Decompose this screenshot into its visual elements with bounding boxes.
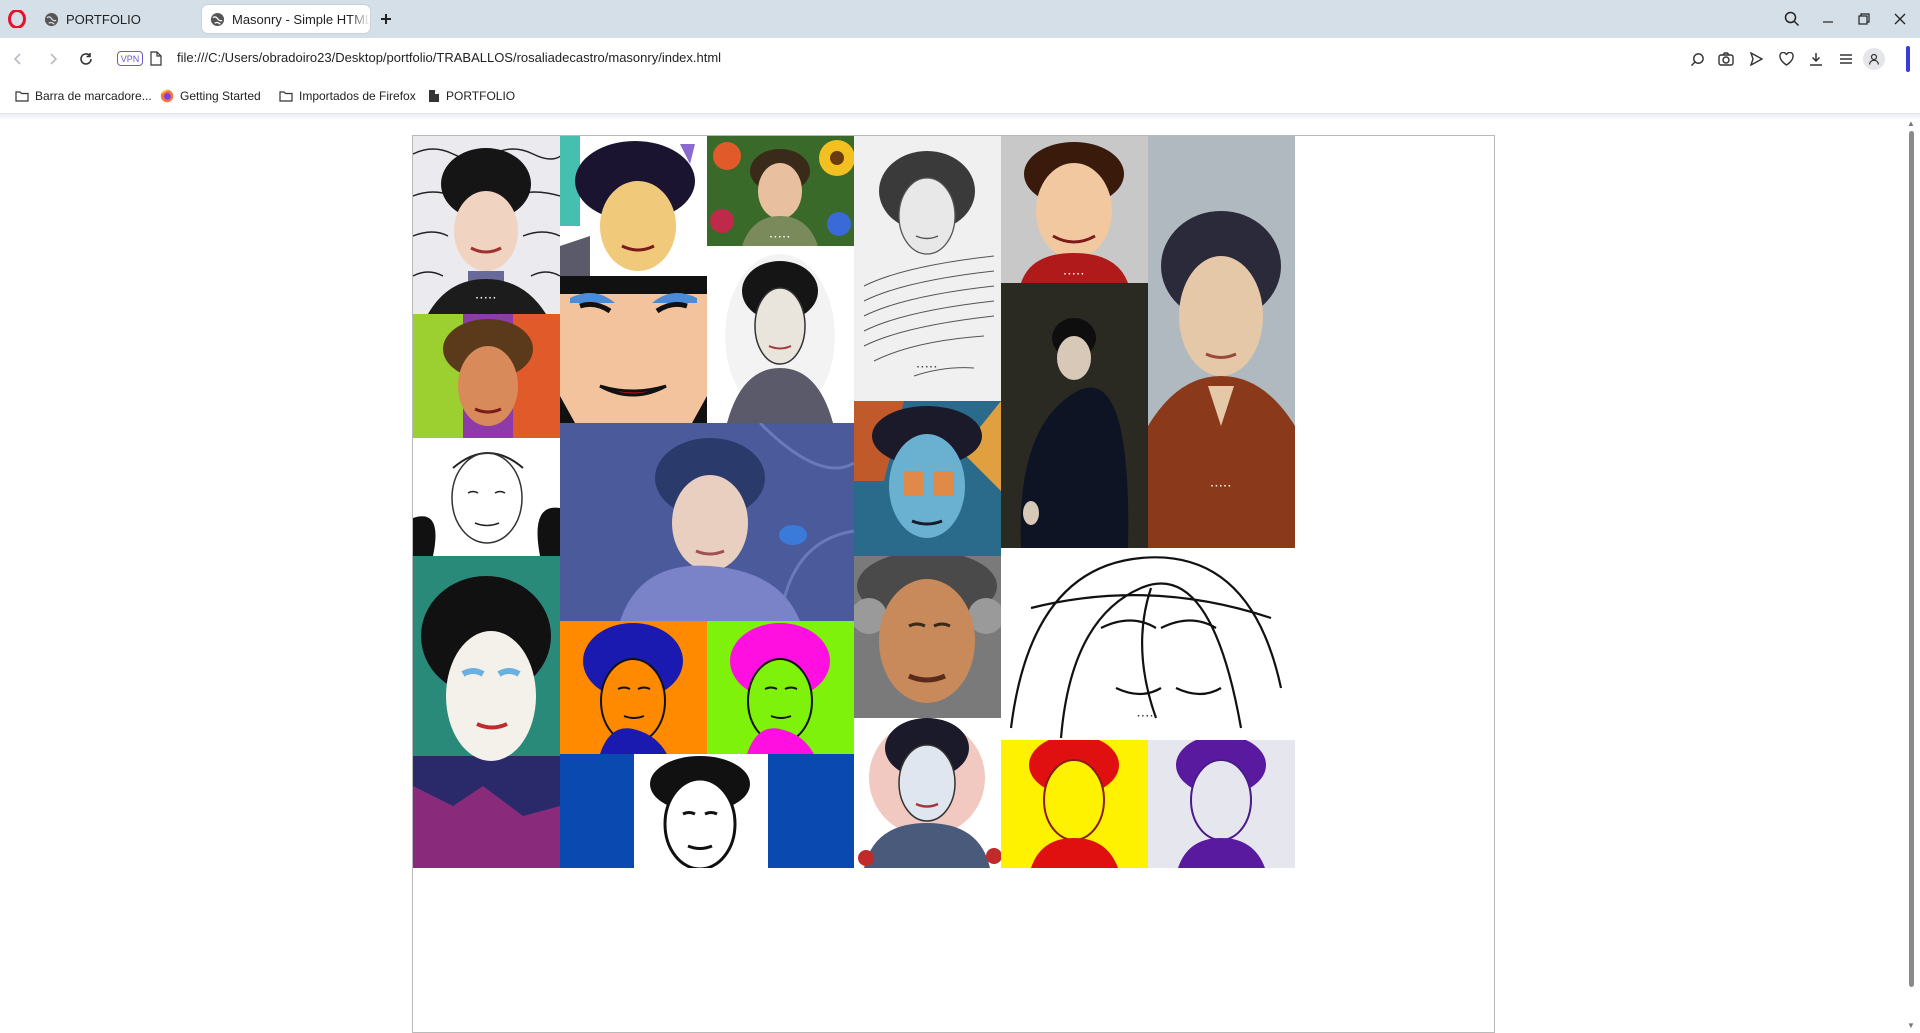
tab-masonry[interactable]: Masonry - Simple HTML Template xyxy=(202,5,370,33)
minimize-button[interactable] xyxy=(1816,8,1840,30)
easy-setup-button[interactable] xyxy=(1834,47,1858,71)
overlay-marker: ····· xyxy=(1210,481,1233,492)
overlay-marker: ····· xyxy=(475,293,498,304)
bookmark-getting-started[interactable]: Getting Started xyxy=(160,89,261,103)
portrait-grey-curls-painting[interactable] xyxy=(854,556,1001,718)
url-field[interactable]: file:///C:/Users/obradoiro23/Desktop/por… xyxy=(177,50,722,65)
bookmark-label: Getting Started xyxy=(180,89,261,103)
tab-label: Masonry - Simple HTML Template xyxy=(232,11,370,27)
portrait-pop-green-magenta[interactable] xyxy=(707,621,854,754)
close-icon xyxy=(1894,13,1906,25)
search-icon xyxy=(1690,52,1704,66)
bookmark-label: Barra de marcadore... xyxy=(35,89,152,103)
reload-icon xyxy=(80,53,92,65)
portrait-blue-with-bird[interactable] xyxy=(560,423,854,621)
tab-portfolio[interactable]: PORTFOLIO xyxy=(36,5,196,33)
scrollbar-thumb[interactable] xyxy=(1909,131,1914,987)
portrait-ink-bust-oval[interactable] xyxy=(707,246,854,423)
portrait-stencil-blue-stripes[interactable] xyxy=(560,754,854,868)
overlay-marker: ····· xyxy=(1137,711,1159,722)
vpn-badge[interactable]: VPN xyxy=(117,51,143,66)
arrow-left-icon xyxy=(13,53,21,65)
camera-icon xyxy=(1718,52,1734,66)
search-icon xyxy=(1784,11,1800,27)
portrait-pencil-quote[interactable]: ····· xyxy=(854,136,1001,401)
restore-button[interactable] xyxy=(1852,8,1876,30)
downloads-button[interactable] xyxy=(1804,47,1828,71)
bookmark-portfolio[interactable]: PORTFOLIO xyxy=(428,89,515,103)
minimize-icon xyxy=(1823,21,1833,23)
globe-icon xyxy=(210,12,225,26)
overlay-marker: ····· xyxy=(1063,269,1086,280)
portrait-psychedelic-colors[interactable] xyxy=(413,314,560,438)
portrait-handwriting-backdrop[interactable]: ····· xyxy=(413,136,560,314)
reload-button[interactable] xyxy=(74,47,98,71)
bookmark-importados-firefox[interactable]: Importados de Firefox xyxy=(279,89,416,103)
folder-icon xyxy=(279,91,293,102)
portrait-pop-orange-blue[interactable] xyxy=(560,621,707,754)
portrait-red-jacket-caricature[interactable]: ····· xyxy=(1001,136,1148,283)
firefox-icon xyxy=(160,89,174,103)
back-button[interactable] xyxy=(6,47,30,71)
portrait-pop-art-face[interactable] xyxy=(560,276,707,423)
file-icon xyxy=(429,90,439,102)
heart-icon xyxy=(1778,52,1794,66)
address-bar: VPN file:///C:/Users/obradoiro23/Desktop… xyxy=(0,38,1920,80)
portrait-black-dress[interactable] xyxy=(1001,283,1148,548)
sidebar-accent xyxy=(1906,46,1910,72)
file-icon[interactable] xyxy=(150,51,162,66)
profile-button[interactable] xyxy=(1863,48,1885,70)
plus-icon xyxy=(381,14,391,24)
portrait-purple-print[interactable] xyxy=(1148,740,1295,868)
bookmarks-bar: Barra de marcadore... Getting Started Im… xyxy=(0,80,1920,114)
favorites-button[interactable] xyxy=(1774,47,1798,71)
bookmark-label: PORTFOLIO xyxy=(446,89,516,103)
portrait-comic-caricature[interactable] xyxy=(560,136,707,276)
portrait-floral-illustration[interactable] xyxy=(854,718,1001,868)
bookmark-label: Importados de Firefox xyxy=(299,89,416,103)
folder-icon xyxy=(15,91,29,102)
forward-button[interactable] xyxy=(41,47,65,71)
title-bar: PORTFOLIO Masonry - Simple HTML Template xyxy=(0,0,1920,38)
globe-icon xyxy=(44,12,59,26)
new-tab-button[interactable] xyxy=(376,9,396,29)
restore-icon xyxy=(1858,13,1870,25)
download-icon xyxy=(1810,53,1822,66)
menu-icon xyxy=(1840,54,1852,64)
overlay-marker: ····· xyxy=(769,232,792,243)
portrait-warhol-style[interactable] xyxy=(413,556,560,868)
scroll-down-button[interactable]: ▼ xyxy=(1907,1021,1915,1030)
masonry-gallery: ····· ····· ····· xyxy=(412,135,1495,1033)
portrait-sunflowers[interactable]: ····· xyxy=(707,136,854,246)
portrait-cubist-colors[interactable] xyxy=(854,401,1001,556)
portrait-line-sketch[interactable] xyxy=(413,438,560,556)
opera-logo-icon[interactable] xyxy=(8,10,26,28)
search-page-button[interactable] xyxy=(1685,47,1709,71)
send-icon xyxy=(1749,52,1763,66)
portrait-oil-painting-brown-coat[interactable]: ····· xyxy=(1148,136,1295,548)
portrait-continuous-line[interactable]: ····· xyxy=(1001,548,1295,740)
arrow-right-icon xyxy=(50,53,58,65)
bookmark-barra-marcadores[interactable]: Barra de marcadore... xyxy=(15,89,152,103)
send-button[interactable] xyxy=(1744,47,1768,71)
tab-label: PORTFOLIO xyxy=(66,11,141,27)
overlay-marker: ····· xyxy=(916,362,939,373)
snapshot-button[interactable] xyxy=(1714,47,1738,71)
user-icon xyxy=(1868,53,1880,65)
close-window-button[interactable] xyxy=(1888,8,1912,30)
search-tabs-button[interactable] xyxy=(1780,8,1804,30)
portrait-yellow-red-print[interactable] xyxy=(1001,740,1148,868)
scroll-up-button[interactable]: ▲ xyxy=(1907,119,1915,128)
